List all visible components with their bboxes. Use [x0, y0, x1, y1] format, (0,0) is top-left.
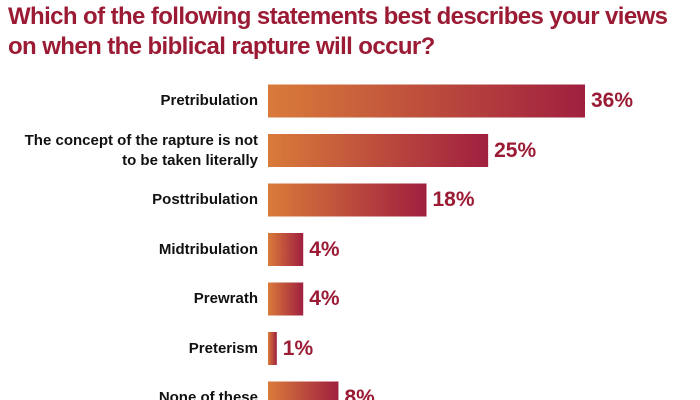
value-label: 4% [309, 237, 340, 261]
bar [268, 134, 489, 167]
bar [268, 332, 277, 365]
category-label: None of these [158, 389, 258, 400]
category-label: The concept of the rapture is not to be … [24, 131, 258, 169]
bar [268, 183, 427, 217]
category-label: Midtribulation [158, 240, 258, 258]
chart-title: Which of the following statements best d… [8, 3, 668, 60]
value-label: 4% [309, 287, 340, 310]
category-label: Preterism [188, 339, 258, 357]
bar [268, 233, 304, 266]
bar [268, 381, 339, 400]
value-label: 36% [591, 89, 634, 112]
value-label: 1% [282, 336, 314, 360]
value-label: 25% [494, 138, 537, 162]
bar [268, 282, 304, 316]
bar [268, 84, 585, 118]
category-label: Posttribulation [152, 191, 258, 208]
value-label: 8% [344, 386, 375, 400]
value-label: 18% [432, 188, 475, 211]
category-label: Prewrath [193, 290, 258, 307]
category-label: Pretribulation [160, 92, 258, 109]
